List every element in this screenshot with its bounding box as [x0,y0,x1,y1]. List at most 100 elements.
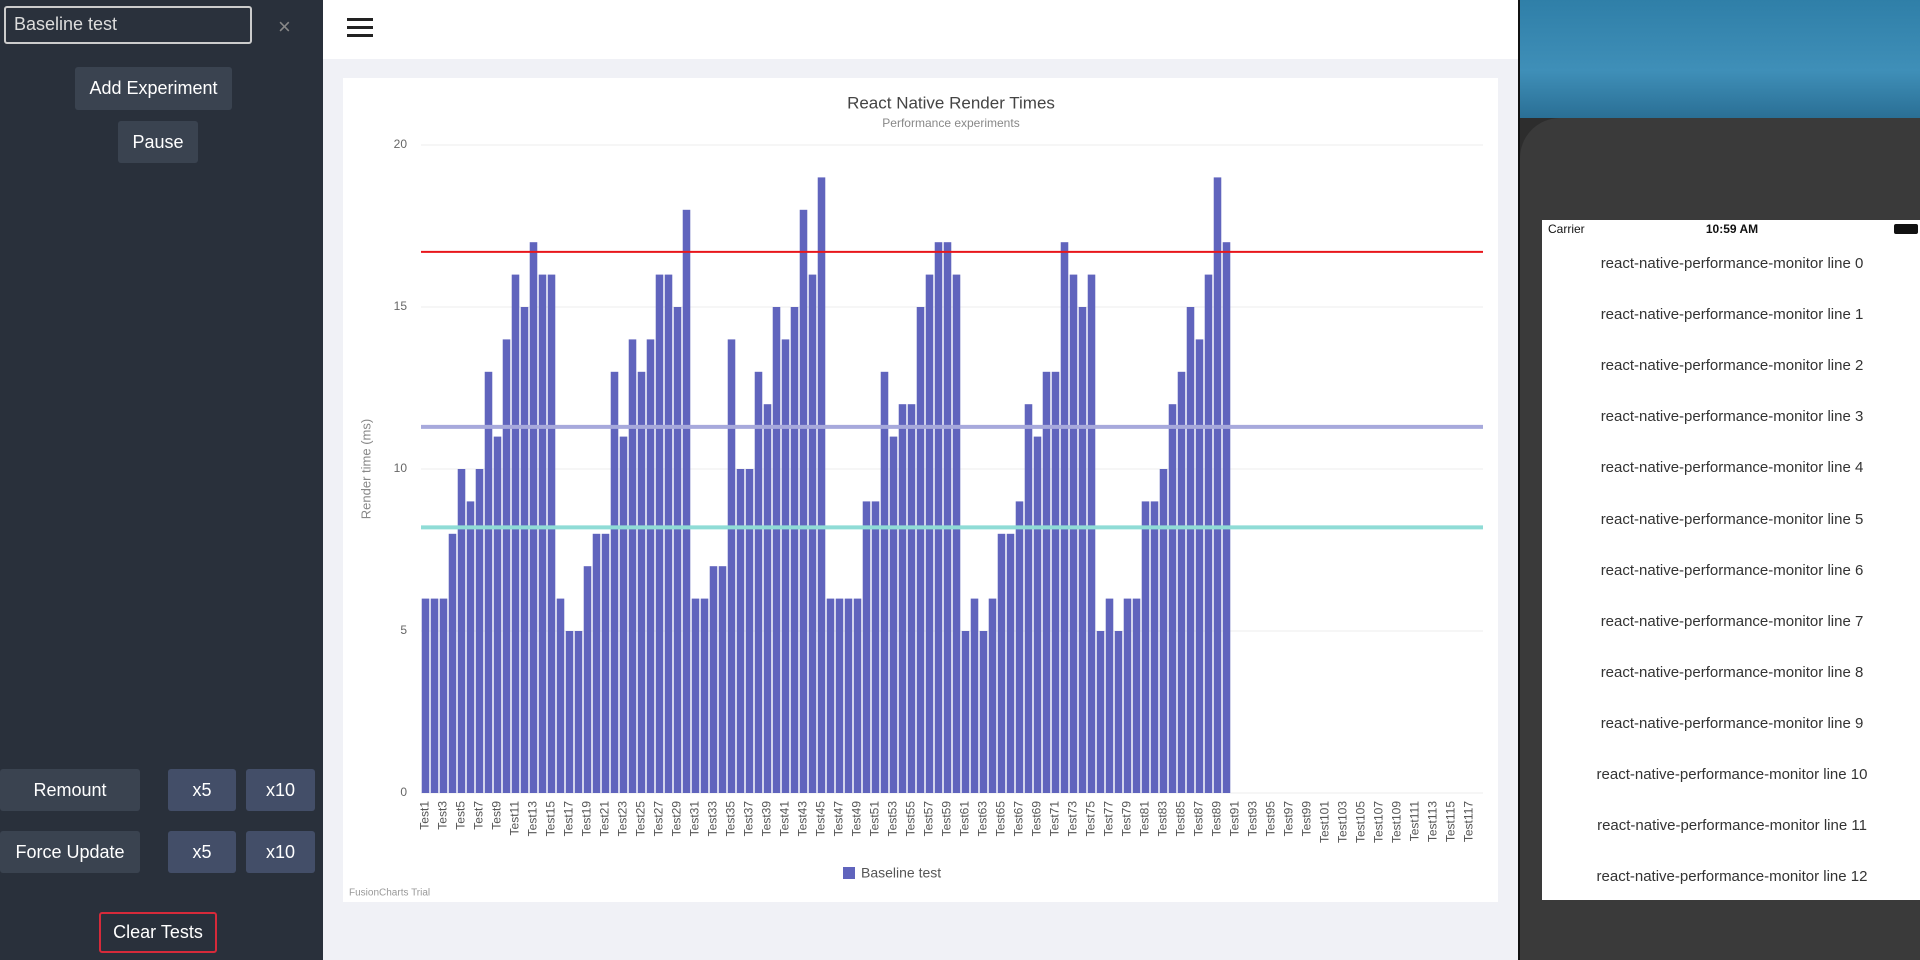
x-tick-label: Test113 [1426,801,1440,842]
bar [673,307,682,793]
x-tick-label: Test117 [1462,801,1476,842]
bar [484,371,493,793]
chart-title: React Native Render Times [847,93,1055,112]
bar [1159,469,1168,793]
bar [457,469,466,793]
bar [1186,307,1195,793]
bar [718,566,727,793]
x-tick-label: Test65 [994,801,1008,837]
bar [1096,631,1105,793]
force-x10-button[interactable]: x10 [246,831,315,873]
y-axis-label: Render time (ms) [358,419,373,519]
bar [448,533,457,793]
bar [709,566,718,793]
experiment-input[interactable]: Baseline test [4,6,252,44]
bar [556,598,565,793]
close-button[interactable]: × [278,14,291,39]
force-x5-button[interactable]: x5 [168,831,236,873]
x-tick-label: Test83 [1156,801,1170,837]
bar [592,533,601,793]
x-tick-label: Test13 [526,801,540,837]
x-tick-label: Test21 [598,801,612,837]
bar [817,177,826,793]
x-tick-label: Test53 [886,801,900,837]
bar [511,274,520,794]
bar [952,274,961,794]
x-tick-label: Test105 [1354,801,1368,843]
bar [880,371,889,793]
list-row[interactable]: react-native-performance-monitor line 11 [1597,817,1867,835]
x-tick-label: Test11 [508,801,522,836]
bar [835,598,844,793]
x-tick-label: Test81 [1138,801,1152,837]
add-experiment-button[interactable]: Add Experiment [75,67,232,110]
menu-icon[interactable] [347,17,373,39]
list-row[interactable]: react-native-performance-monitor line 9 [1600,714,1864,732]
x-tick-label: Test97 [1282,801,1296,837]
x-tick-label: Test3 [436,801,450,830]
bar [745,469,754,793]
list-row[interactable]: react-native-performance-monitor line 1 [1600,306,1864,324]
x-tick-label: Test29 [670,801,684,837]
footer: FusionCharts Trial [349,888,430,899]
list-row[interactable]: react-native-performance-monitor line 4 [1600,459,1864,477]
x-tick-label: Test43 [796,801,810,837]
chart-card: React Native Render Times Performance ex… [343,78,1498,902]
list-row[interactable]: react-native-performance-monitor line 6 [1600,561,1864,579]
bar [781,339,790,793]
bar [439,598,448,793]
list-row[interactable]: react-native-performance-monitor line 2 [1600,357,1864,375]
list-row[interactable]: react-native-performance-monitor line 10 [1596,766,1868,783]
clear-tests-button[interactable]: Clear Tests [99,912,217,953]
chart: React Native Render Times Performance ex… [349,93,1483,899]
bar [1051,371,1060,793]
list-row[interactable]: react-native-performance-monitor line 12 [1596,868,1868,886]
list-row[interactable]: react-native-performance-monitor line 8 [1600,663,1864,681]
bar [844,598,853,793]
bar [1105,598,1114,793]
bar [583,566,592,793]
x-tick-label: Test69 [1030,801,1044,837]
bar [1204,274,1213,794]
bar [1213,177,1222,793]
list-row[interactable]: react-native-performance-monitor line 0 [1600,255,1864,272]
bar [790,307,799,793]
bar [565,631,574,793]
pause-button[interactable]: Pause [118,121,198,163]
bar [547,274,556,794]
x-tick-label: Test27 [652,801,666,837]
bar [889,436,898,793]
x-tick-label: Test41 [778,801,792,837]
bar [1123,598,1132,793]
remount-button[interactable]: Remount [0,769,140,811]
list-row[interactable]: react-native-performance-monitor line 7 [1600,612,1864,630]
bar [466,501,475,793]
bar [691,598,700,793]
x-tick-label: Test101 [1318,801,1332,843]
bar [1168,404,1177,793]
legend-swatch [843,867,855,879]
bar [862,501,871,793]
bar [664,274,673,794]
bar [1150,501,1159,793]
bar [736,469,745,793]
clock: 10:59 AM [1705,222,1759,236]
remount-x10-button[interactable]: x10 [246,769,315,811]
bar [826,598,835,793]
force-update-button[interactable]: Force Update [0,831,140,873]
list-row[interactable]: react-native-performance-monitor line 5 [1600,510,1864,528]
x-tick-label: Test79 [1120,801,1134,837]
bar [529,242,538,793]
carrier: Carrier [1548,222,1585,236]
desktop-background [1520,0,1920,118]
x-tick-label: Test23 [616,801,630,837]
list-row[interactable]: react-native-performance-monitor line 3 [1600,408,1864,426]
x-tick-label: Test59 [940,801,954,837]
battery [1894,224,1918,234]
bar [1024,404,1033,793]
remount-x5-button[interactable]: x5 [168,769,236,811]
phone-screen: Carrier 10:59 AM react-native-performanc… [1542,220,1920,900]
x-tick-label: Test31 [688,801,702,837]
legend-label: Baseline test [861,865,941,881]
